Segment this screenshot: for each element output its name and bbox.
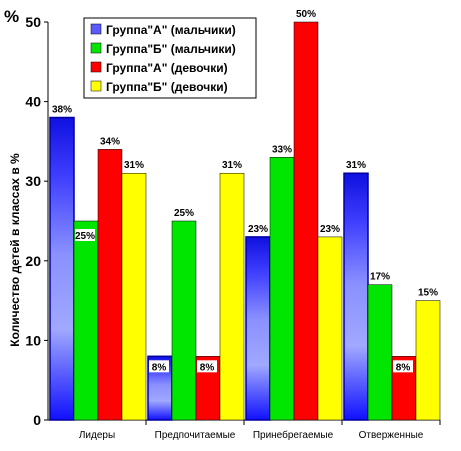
data-label: 25% [174,208,194,219]
bar [269,157,295,421]
data-label: 17% [370,272,390,283]
category-label: Отверженные [359,430,424,441]
data-label: 38% [52,105,72,116]
legend-swatch [90,61,102,73]
data-label: 15% [418,288,438,299]
bar [171,220,197,421]
y-tick-label: 20 [25,253,41,269]
data-label: 8% [200,362,215,373]
data-label: 31% [346,160,366,171]
data-label-bg [75,229,95,241]
bar [343,172,369,421]
y-tick-label: 40 [25,94,41,110]
y-tick-label: 50 [25,14,41,30]
data-label: 34% [100,136,120,147]
legend-swatch [90,23,102,35]
bar [73,220,99,421]
data-label-bg [197,360,217,373]
bar [219,172,245,421]
y-axis-title: Количество детей в классах в % [8,153,22,347]
bar [415,300,441,421]
data-label: 8% [152,362,167,373]
data-label: 8% [396,362,411,373]
legend-label: Группа"Б" (девочки) [106,80,228,94]
y-tick-label: 10 [25,332,41,348]
bar [49,116,75,421]
data-label: 50% [296,9,316,20]
data-label: 33% [272,144,292,155]
legend-label: Группа"А" (мальчики) [106,23,236,37]
bar [121,172,147,421]
bar [367,284,393,421]
data-label-bg [393,360,413,373]
category-label: Принебрегаемые [253,429,334,441]
data-label-bg [149,360,169,373]
legend-label: Группа"А" (девочки) [106,61,228,75]
data-label: 23% [320,224,340,235]
y-unit-label: % [4,7,19,26]
bar [245,236,271,421]
bar [97,149,123,421]
y-tick-label: 0 [33,412,41,428]
category-label: Предпочитаемые [155,430,236,441]
legend: Группа"А" (мальчики) Группа"Б" (мальчики)… [83,17,257,99]
legend-swatch [90,42,102,54]
bar [317,236,343,421]
bar [293,21,319,421]
legend-swatch [90,80,102,92]
category-label: Лидеры [79,430,115,441]
y-tick-label: 30 [25,173,41,189]
data-label: 31% [124,160,144,171]
legend-label: Группа"Б" (мальчики) [106,42,236,56]
data-label: 25% [75,231,95,242]
data-label: 31% [222,160,242,171]
data-label: 23% [248,224,268,235]
